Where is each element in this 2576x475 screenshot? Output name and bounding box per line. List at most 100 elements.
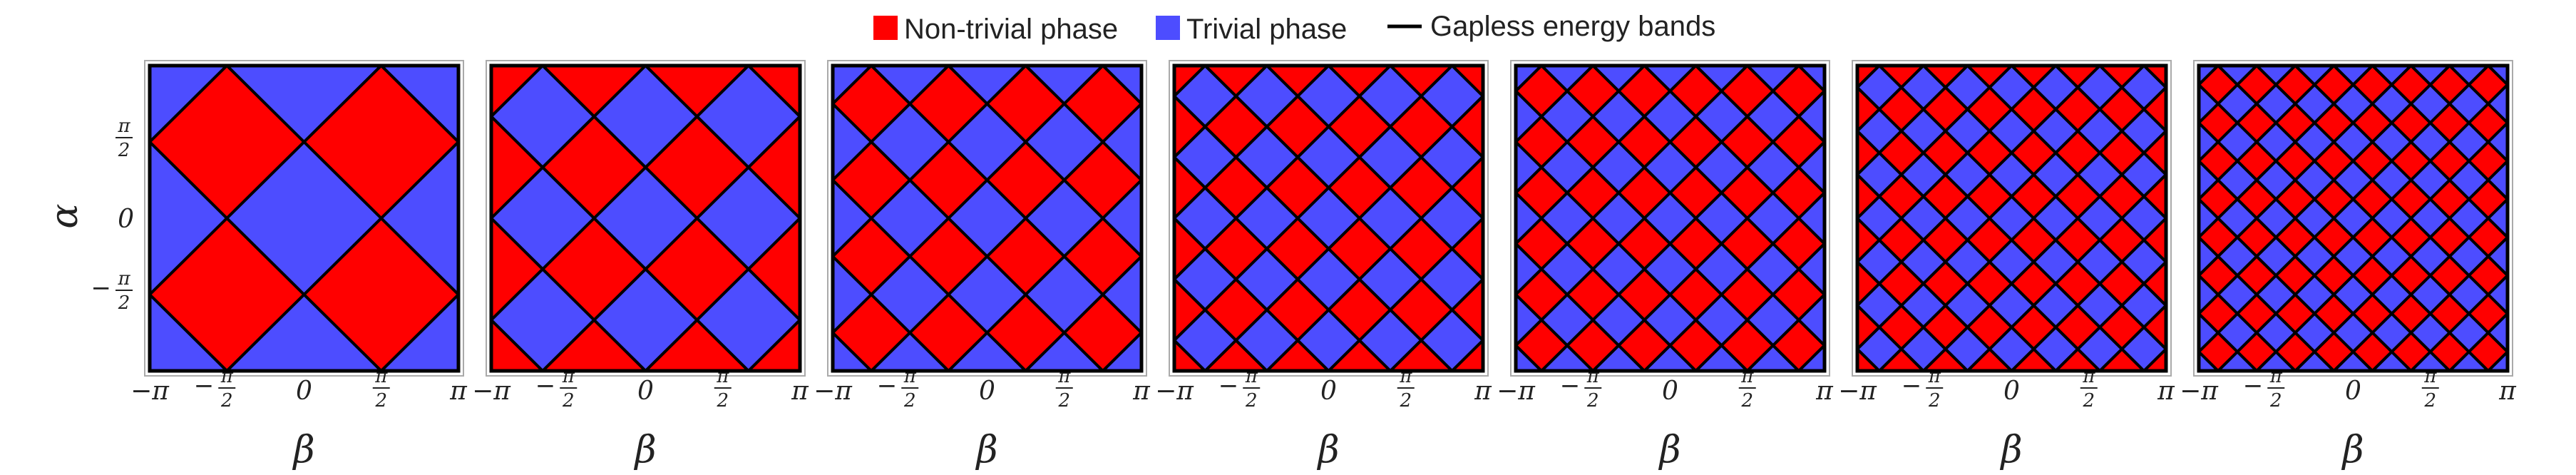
legend-swatch-trivial: [1156, 16, 1180, 40]
x-tick-3: π2: [1738, 366, 1756, 412]
phase-map: [1174, 66, 1483, 371]
legend-swatch-nontrivial: [873, 16, 898, 40]
nontrivial-phase-region: [2142, 347, 2166, 371]
x-tick-4-text: π: [1815, 377, 1834, 406]
x-tick-1-denominator: 2: [562, 390, 575, 412]
x-tick-4: π: [2498, 377, 2517, 406]
x-tick-1-denominator: 2: [1928, 390, 1941, 412]
y-tick-1: 0: [118, 205, 134, 234]
x-tick-1-sign: −: [535, 372, 556, 400]
trivial-phase-region: [1797, 190, 1825, 246]
phase-map: [833, 66, 1141, 371]
phase-map: [150, 66, 458, 371]
trivial-phase-region: [2486, 66, 2508, 87]
panel-5: −π − π2 0 π2 πβ: [1497, 60, 1834, 471]
x-tick-0: −π: [814, 377, 853, 406]
nontrivial-phase-region: [1449, 216, 1483, 282]
x-tick-3-numerator: π: [1057, 366, 1071, 387]
x-tick-4-text: π: [2157, 377, 2175, 406]
y-tick-2-sign: −: [91, 274, 112, 302]
x-tick-0-text: −π: [1497, 377, 1536, 406]
x-tick-0: −π: [1497, 377, 1536, 406]
nontrivial-phase-region: [746, 66, 800, 119]
trivial-phase-region: [1797, 140, 1825, 195]
trivial-phase-region: [2486, 311, 2508, 354]
x-tick-0: −π: [2180, 377, 2219, 406]
y-axis-label: α: [43, 203, 86, 228]
panel-border: [1514, 63, 1827, 373]
panel-frame: [827, 60, 1147, 377]
x-tick-4: π: [1815, 377, 1834, 406]
x-tick-0-text: −π: [1155, 377, 1194, 406]
panel-border: [489, 63, 802, 373]
x-tick-4: π: [791, 377, 809, 406]
x-tick-2: 0: [979, 377, 995, 406]
x-tick-3-numerator: π: [716, 366, 729, 387]
panel-frame: [1169, 60, 1489, 377]
x-tick-4-text: π: [2498, 377, 2517, 406]
x-tick-3-denominator: 2: [1057, 390, 1070, 412]
panel-6: −π − π2 0 π2 πβ: [1838, 60, 2175, 471]
panel-frame: [1510, 60, 1830, 377]
y-tick-1-text: 0: [118, 205, 134, 234]
nontrivial-phase-region: [2142, 128, 2166, 177]
x-tick-2: 0: [296, 377, 312, 406]
x-axis-label: β: [1658, 429, 1680, 471]
x-tick-1-numerator: π: [1245, 366, 1258, 387]
y-tick-labels: π20− π2: [91, 116, 135, 314]
x-tick-2-text: 0: [979, 377, 995, 406]
x-tick-3: π2: [372, 366, 390, 412]
x-tick-2: 0: [637, 377, 654, 406]
x-tick-2-text: 0: [296, 377, 312, 406]
panel-frame: [144, 60, 464, 377]
nontrivial-phase-region: [1449, 66, 1483, 98]
x-axis-label: β: [292, 429, 314, 471]
x-tick-3-denominator: 2: [1740, 390, 1753, 412]
phase-map: [1857, 66, 2166, 371]
x-tick-labels: −π − π2 0 π2 π: [130, 366, 468, 412]
nontrivial-phase-region: [2142, 303, 2166, 352]
nontrivial-phase-region: [1449, 93, 1483, 160]
x-tick-3-numerator: π: [2423, 366, 2437, 387]
x-axis-label: β: [633, 429, 656, 471]
x-tick-3-numerator: π: [1740, 366, 1754, 387]
x-axis-label: β: [975, 429, 997, 471]
trivial-phase-region: [1101, 178, 1141, 259]
trivial-phase-region: [2486, 273, 2508, 316]
x-tick-1: − π 2: [877, 366, 919, 412]
x-axis-label: β: [1316, 429, 1339, 471]
trivial-phase-region: [1797, 241, 1825, 297]
nontrivial-phase-region: [2142, 85, 2166, 133]
x-tick-4: π: [1132, 377, 1151, 406]
x-tick-3: π2: [1055, 366, 1073, 412]
x-tick-3-denominator: 2: [716, 390, 729, 412]
x-tick-3: π2: [1397, 366, 1415, 412]
x-tick-4: π: [449, 377, 468, 406]
trivial-phase-region: [2486, 349, 2508, 371]
x-tick-0: −π: [472, 377, 511, 406]
x-tick-2: 0: [2003, 377, 2020, 406]
x-tick-3-denominator: 2: [2423, 390, 2436, 412]
x-tick-3: π2: [2080, 366, 2098, 412]
x-tick-0: −π: [1838, 377, 1877, 406]
trivial-phase-region: [2486, 197, 2508, 240]
legend: Non-trivial phase Trivial phase Gapless …: [873, 11, 1715, 45]
x-tick-labels: −π − π2 0 π2 π: [1838, 366, 2175, 412]
x-tick-1: − π 2: [535, 366, 578, 412]
x-tick-1-numerator: π: [220, 366, 234, 387]
x-tick-3-numerator: π: [1399, 366, 1412, 387]
trivial-phase-region: [1101, 330, 1141, 371]
x-tick-3: π2: [2421, 366, 2439, 412]
panel-border: [148, 63, 461, 373]
x-tick-1: − π 2: [1218, 366, 1261, 412]
x-tick-labels: −π − π2 0 π2 π: [1155, 366, 1492, 412]
trivial-phase-region: [1797, 88, 1825, 144]
y-tick-0: π2: [116, 116, 133, 161]
nontrivial-phase-region: [2142, 173, 2166, 220]
nontrivial-phase-region: [746, 216, 800, 322]
nontrivial-phase-region: [746, 317, 800, 371]
trivial-phase-region: [1101, 101, 1141, 183]
x-tick-labels: −π − π2 0 π 2 π: [472, 366, 809, 412]
